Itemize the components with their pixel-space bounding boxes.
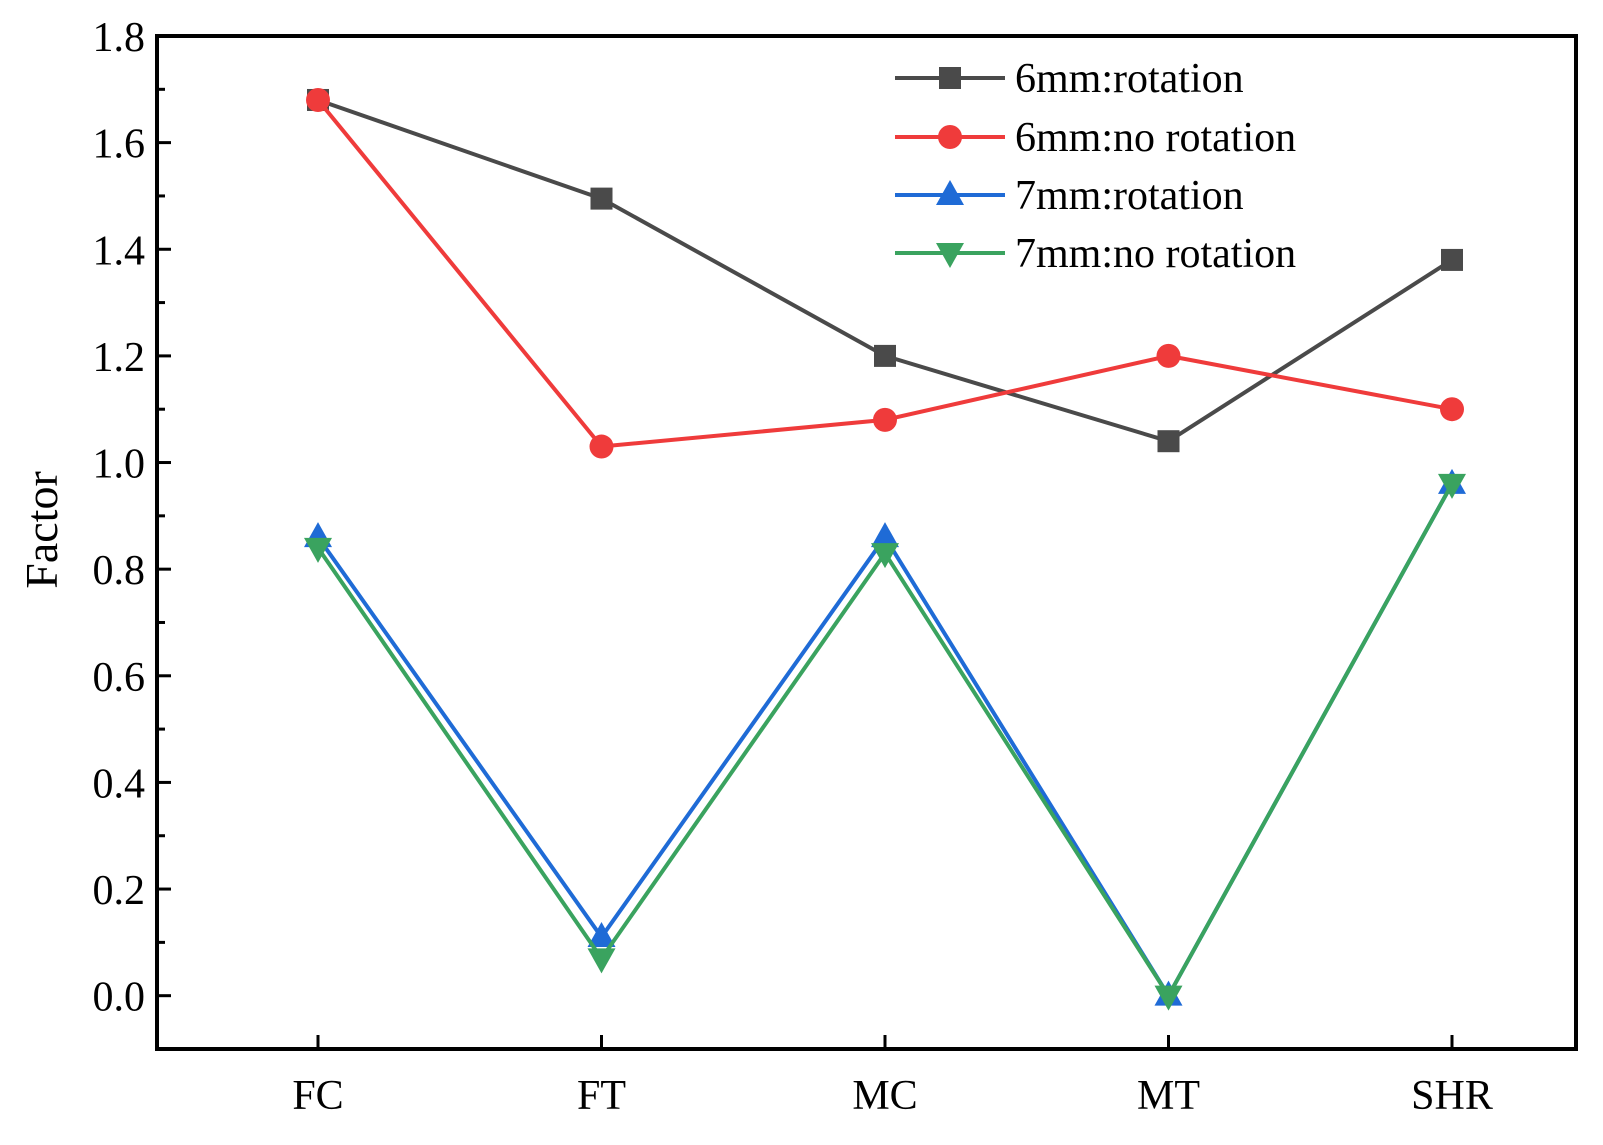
x-tick-label: MT [1137, 1073, 1200, 1119]
data-point [1438, 473, 1466, 499]
data-point [1154, 985, 1183, 1011]
x-tick-label: FC [292, 1073, 343, 1119]
legend-label: 7mm:no rotation [1015, 231, 1296, 277]
y-tick-label: 0.8 [93, 548, 146, 594]
data-point [871, 522, 899, 548]
legend-marker [936, 180, 964, 205]
data-point [1157, 430, 1180, 453]
plot-frame [155, 34, 1578, 1051]
data-point [590, 187, 613, 210]
data-point [874, 344, 896, 367]
data-point [587, 948, 616, 974]
legend-label: 7mm:rotation [1015, 173, 1244, 219]
y-tick-label: 1.4 [93, 228, 146, 274]
series-7mm-no-rotation [304, 473, 1466, 1011]
data-point [873, 407, 897, 432]
legend-marker [939, 67, 961, 89]
legend-marker [936, 243, 964, 268]
data-point [304, 537, 332, 563]
y-tick-label: 1.0 [93, 442, 146, 488]
y-tick-label: 0.6 [93, 655, 146, 701]
legend-marker [938, 125, 962, 149]
data-point [1156, 343, 1181, 368]
legend: 6mm:rotation 6mm:no rotation 7mm:rotation 7… [895, 56, 1296, 277]
series-layer [304, 87, 1466, 1011]
x-tick-label: FT [577, 1073, 626, 1119]
series-6mm-no-rotation [306, 87, 1464, 459]
data-point [1440, 397, 1464, 422]
data-point [306, 87, 330, 112]
y-axis-title: Factor [16, 471, 67, 589]
y-tick-label: 1.2 [93, 335, 146, 381]
axis-ticks: 0.0 0.2 0.4 0.6 0.8 1.0 1.2 1.4 1.6 1.8 FC FT MC MT SH… [93, 15, 1493, 1119]
y-tick-label: 0.4 [93, 761, 146, 807]
data-point [589, 434, 614, 459]
y-tick-label: 0.2 [93, 868, 146, 914]
x-tick-label: SHR [1411, 1073, 1493, 1119]
y-tick-label: 1.8 [93, 15, 146, 61]
data-point [587, 922, 616, 948]
legend-label: 6mm:no rotation [1015, 115, 1296, 161]
data-point [1441, 248, 1463, 271]
y-tick-label: 1.6 [93, 122, 146, 168]
x-tick-label: MC [852, 1073, 917, 1119]
y-tick-label: 0.0 [93, 975, 146, 1021]
legend-label: 6mm:rotation [1015, 56, 1244, 102]
data-point [871, 543, 899, 569]
